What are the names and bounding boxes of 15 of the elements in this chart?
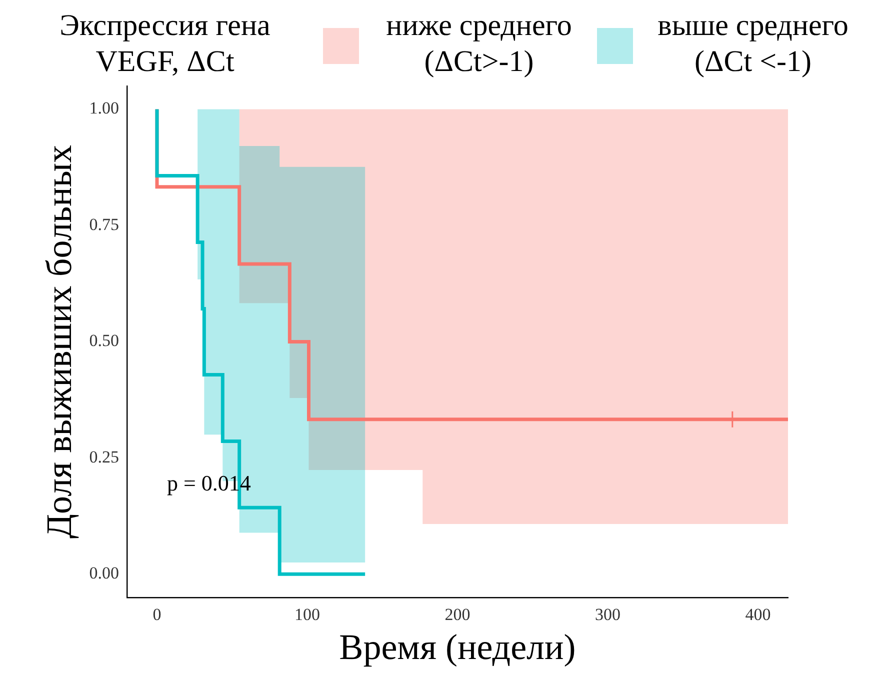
x-tick-label: 300 <box>594 605 620 624</box>
legend-title: Экспрессия гена VEGF, ΔCt <box>58 8 272 80</box>
x-tick-label: 0 <box>152 605 162 624</box>
y-tick-label: 0.00 <box>89 564 119 583</box>
x-tick-label: 200 <box>444 605 470 624</box>
x-tick-label: 400 <box>745 605 771 624</box>
x-axis-title: Время (недели) <box>339 626 576 667</box>
y-tick-label: 0.50 <box>89 331 119 350</box>
x-tick-label: 100 <box>294 605 320 624</box>
y-tick-label: 1.00 <box>89 98 119 118</box>
legend-label: выше среднего (ΔCt <-1) <box>656 8 850 80</box>
y-axis-title: Доля выживших больных <box>39 144 80 538</box>
y-tick-label: 0.25 <box>89 447 119 466</box>
y-tick-label: 0.75 <box>89 214 119 234</box>
legend-label: ниже среднего (ΔCt>-1) <box>385 8 573 80</box>
